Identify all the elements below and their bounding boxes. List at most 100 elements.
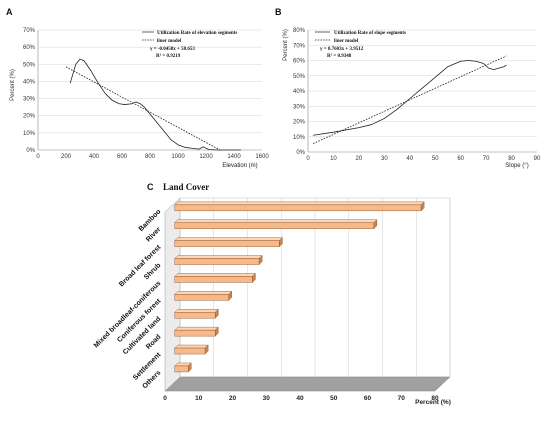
- panel-c-xtick-label: 0: [163, 395, 167, 402]
- panel-a: A Percent (%) Elevation (m) 0% 10% 20% 30% 4…: [6, 7, 269, 169]
- panel-c-bar-end: [420, 201, 425, 212]
- panel-c-ticks: 0 10 20 30 40 50 60 70 80: [163, 395, 439, 402]
- panel-c-bar: [174, 240, 280, 247]
- panel-a-xtick-label: 600: [117, 154, 128, 160]
- panel-a-ytick-label: 10%: [23, 131, 36, 137]
- panel-c-bar-top: [174, 237, 283, 241]
- panel-b: B Percent (%) Slope (°) 0% 10% 20% 30% 40% 50…: [275, 7, 541, 169]
- panel-b-xtick-label: 70: [483, 156, 490, 162]
- panel-b-ytick-label: 70%: [293, 43, 306, 49]
- panel-a-xlabel: Elevation (m): [222, 163, 257, 169]
- panel-b-xtick-label: 20: [356, 156, 363, 162]
- panel-b-ticks: 0% 10% 20% 30% 40% 50% 60% 70% 80% 0 10 20 30 40 50 60 7…: [293, 28, 541, 162]
- panel-b-ytick-label: 30%: [293, 104, 306, 110]
- panel-a-grid: [38, 29, 262, 134]
- panel-c-xtick-label: 40: [296, 395, 304, 402]
- panel-b-xtick-label: 60: [457, 156, 464, 162]
- panel-c-bar: [174, 204, 422, 212]
- panel-c-bar-end: [258, 255, 263, 266]
- panel-c-bar: [174, 294, 229, 301]
- panel-c-bar-top: [174, 344, 209, 349]
- panel-c-bars: [174, 201, 425, 373]
- panel-b-xtick-label: 90: [534, 156, 541, 162]
- panel-b-ytick-label: 0%: [296, 150, 305, 156]
- panel-c-bar: [174, 222, 375, 229]
- panel-c-title: Land Cover: [163, 182, 209, 192]
- panel-c-bar-top: [174, 255, 263, 259]
- panel-b-utilization-line: [313, 60, 507, 136]
- panel-b-ytick-label: 60%: [293, 59, 306, 65]
- panel-a-equation: y = -0.0458x + 58.653: [150, 47, 195, 52]
- panel-a-ylabel: Percent (%): [10, 69, 16, 101]
- panel-c-xtick-label: 60: [364, 395, 372, 402]
- panel-c-xtick-label: 70: [398, 395, 406, 402]
- panel-c-bar: [174, 347, 206, 355]
- panel-b-xtick-label: 40: [406, 156, 413, 162]
- panel-b-xtick-label: 80: [508, 156, 515, 162]
- panel-a-xtick-label: 200: [61, 154, 72, 160]
- panel-c-category-label: Road: [145, 334, 162, 351]
- panel-a-xtick-label: 1200: [199, 154, 213, 160]
- panel-c-bar-top: [174, 291, 233, 295]
- panel-a-ytick-label: 70%: [23, 28, 36, 34]
- panel-a-legend: Utilization Rate of elevation segments l…: [142, 31, 237, 59]
- panel-c-xtick-label: 30: [263, 395, 271, 402]
- panel-c-label: C: [147, 182, 154, 192]
- panel-b-ytick-label: 50%: [293, 74, 306, 80]
- panel-a-ytick-label: 30%: [23, 97, 36, 103]
- panel-a-legend-solid: Utilization Rate of elevation segments: [157, 31, 237, 36]
- panel-a-series: [65, 58, 241, 151]
- panel-c-bar-top: [174, 273, 256, 277]
- panel-b-ytick-label: 10%: [293, 135, 306, 141]
- panel-b-label: B: [275, 7, 282, 17]
- panel-a-ytick-label: 20%: [23, 114, 36, 120]
- panel-a-ytick-label: 0%: [26, 148, 35, 154]
- panel-a-legend-dashed: liner model: [157, 39, 182, 44]
- panel-c-bar-top: [174, 326, 219, 331]
- panel-a-utilization-line: [69, 58, 241, 151]
- panel-a-r2: R² = 0.9219: [156, 53, 181, 59]
- panel-b-xtick-label: 10: [330, 156, 337, 162]
- panel-a-xtick-label: 400: [89, 154, 100, 160]
- panel-c-bar-end: [252, 272, 256, 283]
- panel-c-bar-top: [174, 309, 219, 313]
- panel-c-bar-top: [174, 219, 378, 223]
- panel-c-bar-end: [215, 308, 219, 319]
- panel-a-ticks: 0% 10% 20% 30% 40% 50% 60% 70% 0 200 400 600 800 1000…: [23, 28, 269, 160]
- panel-c-floor-plane: [164, 376, 451, 392]
- panel-a-linear-model-line: [65, 66, 221, 151]
- panel-b-r2: R² = 0.9348: [327, 53, 352, 59]
- panel-b-xtick-label: 0: [306, 156, 310, 162]
- panel-c-bar-end: [279, 237, 283, 248]
- panel-b-series: [312, 55, 507, 144]
- panel-c-bar-end: [373, 219, 378, 230]
- panel-c-xlabel: Percent (%): [415, 399, 451, 406]
- panel-b-ytick-label: 40%: [293, 89, 306, 95]
- panel-b-legend-solid: Utilization Rate of slope segments: [334, 31, 406, 36]
- panel-c-bar-end: [204, 344, 209, 355]
- panel-a-ytick-label: 50%: [23, 62, 36, 68]
- panel-a-xtick-label: 1000: [171, 154, 185, 160]
- panel-b-grid: [308, 29, 537, 137]
- panel-b-legend-dashed: liner model: [334, 39, 359, 44]
- panel-a-xtick-label: 800: [145, 154, 156, 160]
- panel-c-category-label: River: [145, 226, 163, 244]
- panel-a-label: A: [6, 7, 13, 17]
- panel-b-equation: y = 0.7603x + 3.9512: [320, 47, 364, 52]
- panel-c-bar: [174, 329, 216, 337]
- panel-b-xtick-label: 50: [432, 156, 439, 162]
- panel-c-bar-end: [215, 326, 219, 337]
- panel-b-legend: Utilization Rate of slope segments liner…: [315, 31, 406, 59]
- panel-b-ytick-label: 20%: [293, 120, 306, 126]
- panel-b-ylabel: Percent (%): [283, 29, 289, 61]
- panel-b-xtick-label: 30: [381, 156, 388, 162]
- panel-a-ytick-label: 60%: [23, 45, 36, 51]
- panel-c-bar-top: [174, 201, 425, 206]
- panel-a-ytick-label: 40%: [23, 79, 36, 85]
- panel-b-linear-model-line: [312, 55, 507, 144]
- panel-c-bar: [174, 276, 253, 283]
- panel-c-xtick-label: 50: [330, 395, 338, 402]
